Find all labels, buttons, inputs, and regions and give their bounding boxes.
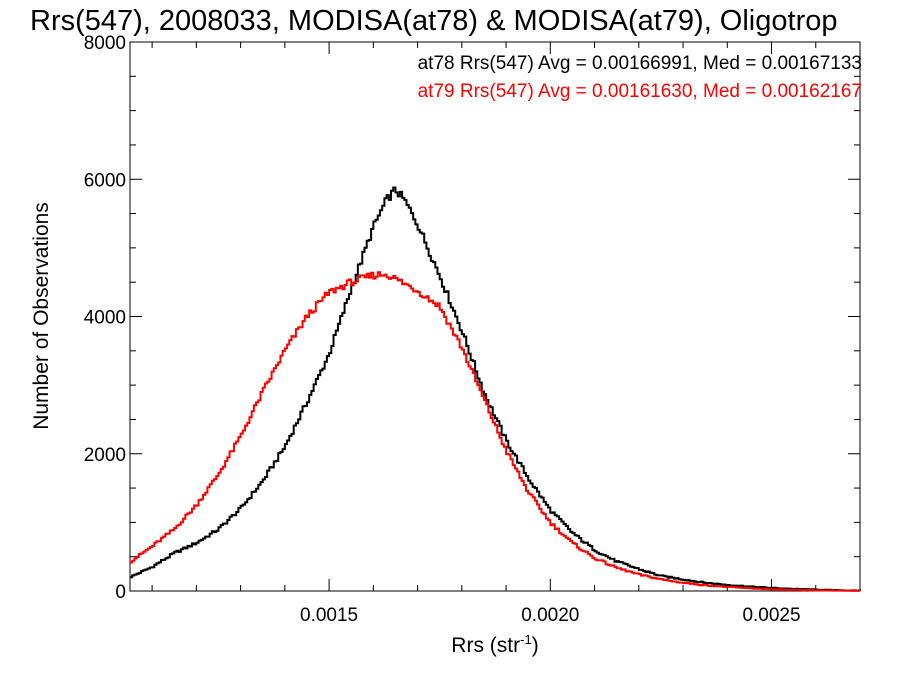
x-axis-label: Rrs (str-1) (451, 632, 538, 657)
x-axis-label-close: ) (532, 634, 539, 657)
y-tick-label: 4000 (84, 308, 126, 329)
y-axis-label: Number of Observations (30, 202, 53, 430)
series-line-at78 (130, 186, 861, 592)
chart-title: Rrs(547), 2008033, MODISA(at78) & MODISA… (30, 5, 837, 37)
legend-entry-at78: at78 Rrs(547) Avg = 0.00166991, Med = 0.… (418, 53, 862, 74)
y-axis: 0 2000 4000 6000 8000 (84, 33, 860, 603)
y-tick-label: 8000 (84, 33, 126, 54)
x-tick-label: 0.0015 (300, 605, 358, 626)
series-layer (130, 186, 861, 592)
legend-entry-at79: at79 Rrs(547) Avg = 0.00161630, Med = 0.… (418, 81, 862, 102)
y-tick-label: 0 (115, 582, 126, 603)
x-axis: 0.0015 0.0020 0.0025 (151, 42, 861, 626)
x-axis-label-superscript: -1 (520, 632, 532, 647)
series-line-at79 (130, 271, 861, 592)
y-tick-label: 2000 (84, 445, 126, 466)
y-tick-label: 6000 (84, 170, 126, 191)
x-tick-label: 0.0025 (742, 605, 800, 626)
x-tick-label: 0.0020 (521, 605, 579, 626)
